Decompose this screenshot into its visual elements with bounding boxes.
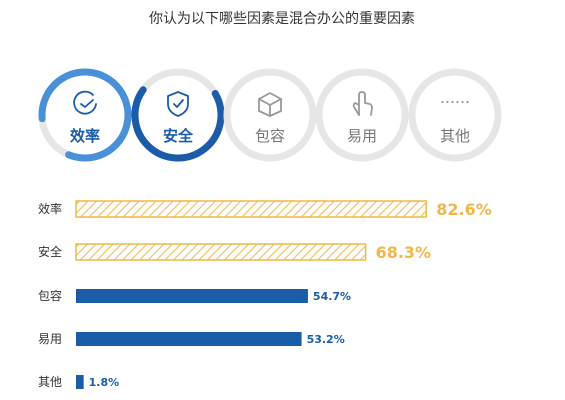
box-icon	[258, 92, 282, 117]
pointer-hand-icon	[352, 91, 373, 116]
category-label: 效率	[38, 201, 62, 216]
bar-1	[75, 200, 427, 218]
icon-circle-3: 包容	[223, 68, 317, 162]
bar-2	[75, 243, 367, 261]
value-label: 53.2%	[307, 333, 345, 346]
icon-circle-2: 安全	[131, 68, 225, 162]
icon-circle-ring	[315, 68, 409, 162]
bar-5	[76, 375, 84, 389]
clock-check-icon	[73, 90, 97, 115]
bar-3	[76, 289, 308, 303]
icon-circle-4: 易用	[315, 68, 409, 162]
value-label: 82.6%	[436, 200, 492, 219]
icon-circle-1: 效率	[38, 68, 132, 162]
icon-circle-5: 其他	[408, 68, 502, 162]
category-label: 安全	[38, 244, 62, 259]
category-label: 其他	[38, 375, 62, 389]
bar-row-4: 易用 53.2%	[38, 332, 345, 346]
icon-circle-label: 效率	[70, 127, 100, 145]
icon-circle-label: 包容	[255, 127, 285, 145]
shield-check-icon	[167, 91, 189, 117]
bar-row-2: 安全 68.3%	[38, 243, 431, 262]
dots-icon	[441, 100, 469, 104]
bar-group: 效率 82.6% 安全 68.3% 包容 54.7% 易用 53.2% 其他 1.8%	[38, 200, 492, 389]
icon-circle-label: 安全	[163, 127, 194, 145]
icon-row: 效率 安全 包容 易用 其他	[38, 68, 502, 162]
value-label: 54.7%	[313, 290, 351, 303]
category-label: 包容	[38, 288, 62, 303]
value-label: 1.8%	[89, 376, 120, 389]
chart-title: 你认为以下哪些因素是混合办公的重要因素	[149, 11, 415, 27]
bar-row-3: 包容 54.7%	[38, 288, 351, 303]
icon-circle-label: 易用	[347, 127, 377, 145]
bar-4	[76, 332, 302, 346]
icon-circle-label: 其他	[440, 127, 470, 145]
value-label: 68.3%	[376, 243, 432, 262]
icon-circle-progress-arc	[38, 68, 132, 162]
bar-row-1: 效率 82.6%	[38, 200, 492, 219]
icon-circle-progress-arc	[131, 86, 225, 162]
category-label: 易用	[38, 332, 62, 346]
bar-row-5: 其他 1.8%	[38, 375, 119, 389]
icon-circle-ring	[408, 68, 502, 162]
